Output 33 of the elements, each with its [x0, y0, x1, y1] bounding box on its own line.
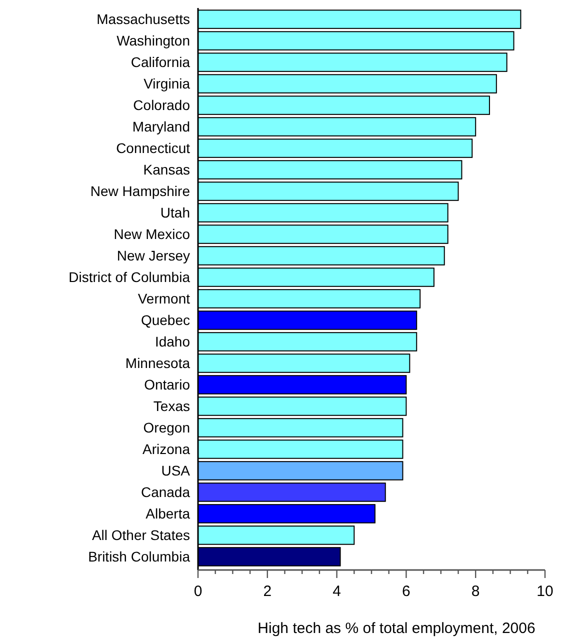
y-tick-label: USA — [161, 462, 191, 479]
y-tick-label: Texas — [153, 398, 190, 414]
y-tick-label: New Hampshire — [90, 183, 190, 200]
y-tick-label: Massachusetts — [96, 11, 190, 28]
x-tick-label: 10 — [536, 583, 554, 600]
y-tick-label: Alberta — [146, 506, 190, 522]
y-tick-label: California — [130, 54, 190, 70]
x-tick-label: 0 — [194, 583, 202, 600]
y-tick-label: Kansas — [143, 162, 190, 178]
y-tick-label: Idaho — [154, 334, 190, 350]
y-tick-label: District of Columbia — [68, 269, 190, 286]
x-tick-label: 2 — [263, 583, 272, 600]
y-tick-label: Oregon — [143, 420, 190, 436]
y-tick-label: Ontario — [144, 376, 190, 393]
x-tick-label: 8 — [471, 583, 480, 600]
y-tick-label: New Mexico — [114, 226, 190, 242]
x-tick-label: 6 — [402, 583, 410, 600]
x-axis-title: High tech as % of total employment, 2006 — [258, 620, 536, 637]
x-tick-label: 4 — [332, 583, 341, 600]
y-tick-label: All Other States — [92, 527, 190, 544]
y-tick-label: Maryland — [132, 118, 190, 135]
y-tick-label: Canada — [140, 484, 190, 500]
y-tick-label: Vermont — [138, 290, 190, 307]
y-tick-label: Arizona — [142, 441, 190, 458]
y-tick-label: British Columbia — [88, 548, 190, 565]
y-tick-label: New Jersey — [116, 248, 190, 264]
y-tick-label: Utah — [160, 204, 190, 221]
y-tick-label: Minnesota — [125, 355, 190, 372]
y-tick-label: Quebec — [140, 312, 190, 328]
y-tick-label: Colorado — [133, 97, 190, 114]
y-tick-label: Connecticut — [116, 140, 190, 156]
y-tick-label: Virginia — [144, 76, 190, 92]
y-tick-label: Washington — [116, 32, 190, 49]
